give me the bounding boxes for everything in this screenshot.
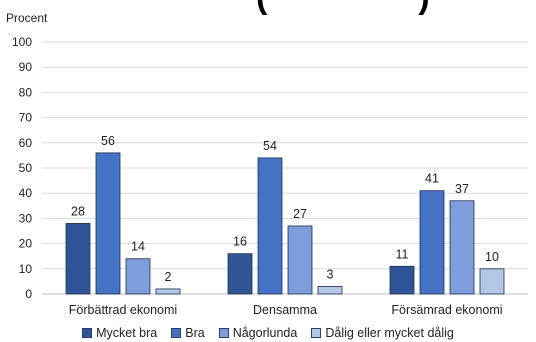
bar (317, 286, 343, 295)
category-label: Försämrad ekonomi (391, 303, 502, 317)
data-label: 37 (455, 182, 469, 196)
legend-swatch (311, 328, 322, 338)
y-tick-label: 60 (19, 136, 33, 150)
data-label: 27 (293, 207, 307, 221)
legend-item: Bra (171, 326, 205, 340)
y-tick-label: 90 (19, 60, 33, 74)
y-tick-label: 40 (19, 186, 33, 200)
data-labels: 28 56 14 2 16 54 27 3 11 41 37 10 (71, 134, 499, 284)
y-tick-label: 70 (19, 111, 33, 125)
legend-swatch (218, 328, 229, 338)
legend-label: Dålig eller mycket dålig (325, 326, 454, 340)
category-label: Förbättrad ekonomi (69, 303, 177, 317)
legend-label: Mycket bra (96, 326, 158, 340)
data-label: 11 (396, 247, 409, 261)
bar (479, 268, 505, 295)
legend-item: Dålig eller mycket dålig (311, 326, 454, 340)
data-label: 3 (327, 267, 334, 281)
data-label: 41 (425, 172, 439, 186)
data-label: 14 (131, 240, 145, 254)
category-labels: Förbättrad ekonomi Densamma Försämrad ekon… (69, 303, 503, 317)
y-tick-label: 10 (19, 262, 33, 276)
bar (287, 225, 313, 295)
y-tick-label: 20 (19, 237, 33, 251)
data-label: 10 (485, 250, 499, 264)
legend-item: Mycket bra (82, 326, 157, 340)
gridlines (42, 41, 528, 295)
title-paren-left: ( (256, 0, 268, 16)
bar (449, 200, 475, 295)
y-axis-label: Procent (6, 11, 48, 25)
y-tick-label: 100 (12, 35, 32, 49)
data-label: 16 (233, 235, 247, 249)
bars (65, 152, 505, 295)
data-label: 2 (165, 270, 172, 284)
bar (95, 152, 121, 295)
y-axis-ticks: 0 10 20 30 40 50 60 70 80 90 100 (12, 35, 32, 301)
legend: Mycket bra Bra Någorlunda Dålig eller mycke… (0, 326, 536, 340)
bar (65, 223, 91, 295)
data-label: 56 (101, 134, 115, 148)
legend-swatch (171, 328, 182, 338)
bar (155, 288, 181, 295)
y-tick-label: 50 (19, 161, 33, 175)
bar (257, 157, 283, 295)
data-label: 54 (263, 139, 277, 153)
chart-title-fragment: () (256, 0, 431, 17)
legend-item: Någorlunda (218, 326, 298, 340)
data-label: 28 (71, 204, 85, 218)
legend-swatch (82, 328, 93, 338)
bar-chart: Procent 0 10 20 30 40 50 60 70 80 90 100 28 56 14 2 16… (6, 11, 528, 317)
legend-label: Bra (185, 326, 205, 340)
title-paren-right: ) (418, 0, 430, 16)
y-tick-label: 80 (19, 85, 33, 99)
bar (419, 190, 445, 295)
bar (125, 258, 151, 295)
category-label: Densamma (253, 303, 317, 317)
bar (227, 253, 253, 295)
y-tick-label: 0 (25, 287, 32, 301)
y-tick-label: 30 (19, 211, 33, 225)
legend-label: Någorlunda (232, 326, 298, 340)
bar (389, 265, 415, 295)
